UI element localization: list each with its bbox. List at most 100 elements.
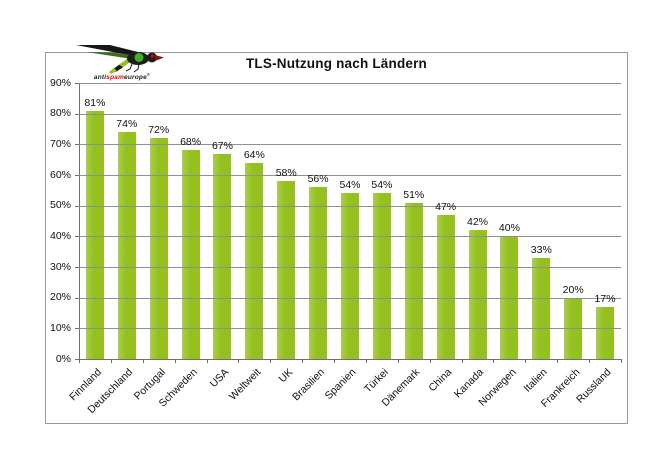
bar-value-label-Deutschland: 74% bbox=[116, 118, 138, 131]
bar-Kanada bbox=[468, 230, 487, 359]
y-tick-90 bbox=[75, 83, 79, 84]
logo: antispameurope® bbox=[66, 44, 178, 81]
bar-value-label-Schweden: 68% bbox=[180, 136, 202, 149]
y-axis-label-40: 40% bbox=[49, 229, 71, 242]
x-axis-label-China: China bbox=[426, 366, 455, 395]
logo-reg-mark: ® bbox=[146, 72, 151, 77]
x-axis-label-Italien: Italien bbox=[521, 366, 551, 395]
chart-title: TLS-Nutzung nach Ländern bbox=[245, 56, 428, 71]
gridline-20 bbox=[79, 297, 621, 299]
x-axis-label-UK: UK bbox=[276, 366, 296, 386]
logo-text-europe: europe bbox=[124, 74, 147, 82]
x-tick-15 bbox=[557, 359, 559, 363]
logo-text-spam: spam bbox=[106, 74, 125, 82]
y-tick-50 bbox=[75, 205, 79, 207]
bar-value-label-Frankreich: 20% bbox=[562, 283, 584, 296]
bar-Russland bbox=[596, 306, 615, 359]
x-axis-label-Brasilien: Brasilien bbox=[289, 366, 327, 404]
y-tick-10 bbox=[75, 328, 79, 330]
y-axis-label-20: 20% bbox=[49, 291, 71, 304]
bar-value-label-China: 47% bbox=[435, 200, 457, 213]
bar-Finnland bbox=[85, 110, 104, 359]
x-tick-11 bbox=[429, 359, 431, 363]
chart-frame: TLS-Nutzung nach Ländern bbox=[45, 45, 628, 424]
y-tick-70 bbox=[75, 144, 79, 146]
bar-Dänemark bbox=[404, 202, 423, 359]
bar-Schweden bbox=[181, 150, 200, 359]
gridline-10 bbox=[79, 328, 621, 330]
logo-text: antispameurope® bbox=[66, 72, 178, 81]
x-tick-16 bbox=[589, 359, 591, 363]
bar-value-label-UK: 58% bbox=[275, 167, 297, 180]
x-tick-3 bbox=[174, 359, 176, 363]
x-tick-0 bbox=[79, 359, 80, 363]
bar-Weltweit bbox=[245, 162, 264, 359]
y-tick-60 bbox=[75, 175, 79, 176]
gridline-80 bbox=[79, 113, 621, 115]
bar-value-label-Spanien: 54% bbox=[339, 179, 361, 192]
bar-Frankreich bbox=[564, 297, 583, 359]
logo-text-anti: anti bbox=[93, 74, 107, 82]
bar-Spanien bbox=[341, 193, 359, 359]
bar-UK bbox=[277, 181, 296, 359]
gridline-40 bbox=[79, 236, 621, 238]
y-tick-40 bbox=[75, 236, 79, 238]
x-tick-12 bbox=[461, 359, 463, 363]
x-tick-13 bbox=[493, 359, 495, 363]
bar-value-label-Italien: 33% bbox=[530, 243, 552, 256]
bar-value-label-Weltweit: 64% bbox=[243, 148, 265, 161]
y-axis-label-80: 80% bbox=[49, 107, 71, 120]
bar-value-label-Russland: 17% bbox=[594, 292, 616, 305]
y-axis-line bbox=[79, 83, 80, 359]
y-axis-label-50: 50% bbox=[49, 199, 71, 212]
bar-China bbox=[436, 214, 455, 359]
bar-value-label-Finnland: 81% bbox=[84, 96, 106, 109]
y-axis-label-70: 70% bbox=[49, 137, 71, 150]
hornet-logo-icon bbox=[66, 44, 178, 74]
y-tick-80 bbox=[75, 113, 79, 115]
x-axis-label-USA: USA bbox=[207, 366, 232, 391]
y-axis-label-60: 60% bbox=[49, 168, 71, 181]
y-axis-label-0: 0% bbox=[55, 352, 71, 365]
gridline-70 bbox=[79, 144, 621, 146]
x-tick-5 bbox=[238, 359, 240, 363]
bar-value-label-USA: 67% bbox=[211, 139, 233, 152]
bar-Portugal bbox=[149, 138, 168, 359]
bar-value-label-Norwegen: 40% bbox=[498, 222, 520, 235]
bar-USA bbox=[213, 153, 232, 359]
y-axis-label-30: 30% bbox=[49, 260, 71, 273]
x-tick-7 bbox=[302, 359, 304, 363]
bar-Brasilien bbox=[309, 187, 328, 359]
x-tick-14 bbox=[525, 359, 527, 363]
x-axis-label-Türkei: Türkei bbox=[361, 366, 391, 396]
bar-Türkei bbox=[372, 193, 391, 359]
y-tick-30 bbox=[75, 267, 79, 268]
y-axis-label-10: 10% bbox=[49, 321, 71, 334]
bar-value-label-Kanada: 42% bbox=[467, 216, 489, 229]
x-axis-label-Spanien: Spanien bbox=[323, 366, 359, 403]
x-tick-17 bbox=[621, 359, 622, 363]
gridline-50 bbox=[79, 205, 621, 207]
bar-value-label-Dänemark: 51% bbox=[403, 188, 425, 201]
gridline-60 bbox=[79, 175, 621, 176]
gridline-90 bbox=[79, 83, 621, 84]
x-tick-4 bbox=[206, 359, 208, 363]
bar-Italien bbox=[532, 257, 551, 359]
bar-value-label-Brasilien: 56% bbox=[307, 173, 329, 186]
bar-value-label-Portugal: 72% bbox=[148, 124, 170, 137]
y-axis-label-90: 90% bbox=[49, 76, 71, 89]
y-tick-0 bbox=[75, 359, 79, 360]
x-tick-1 bbox=[110, 359, 112, 363]
x-tick-6 bbox=[270, 359, 272, 363]
x-tick-8 bbox=[334, 359, 336, 363]
gridline-30 bbox=[79, 267, 621, 268]
x-axis-label-Weltweit: Weltweit bbox=[226, 366, 264, 403]
y-tick-20 bbox=[75, 297, 79, 299]
bar-value-label-Türkei: 54% bbox=[371, 179, 393, 192]
bar-Deutschland bbox=[117, 132, 136, 359]
x-axis-line bbox=[79, 359, 621, 360]
x-tick-9 bbox=[365, 359, 367, 363]
x-tick-2 bbox=[142, 359, 144, 363]
x-tick-10 bbox=[397, 359, 399, 363]
